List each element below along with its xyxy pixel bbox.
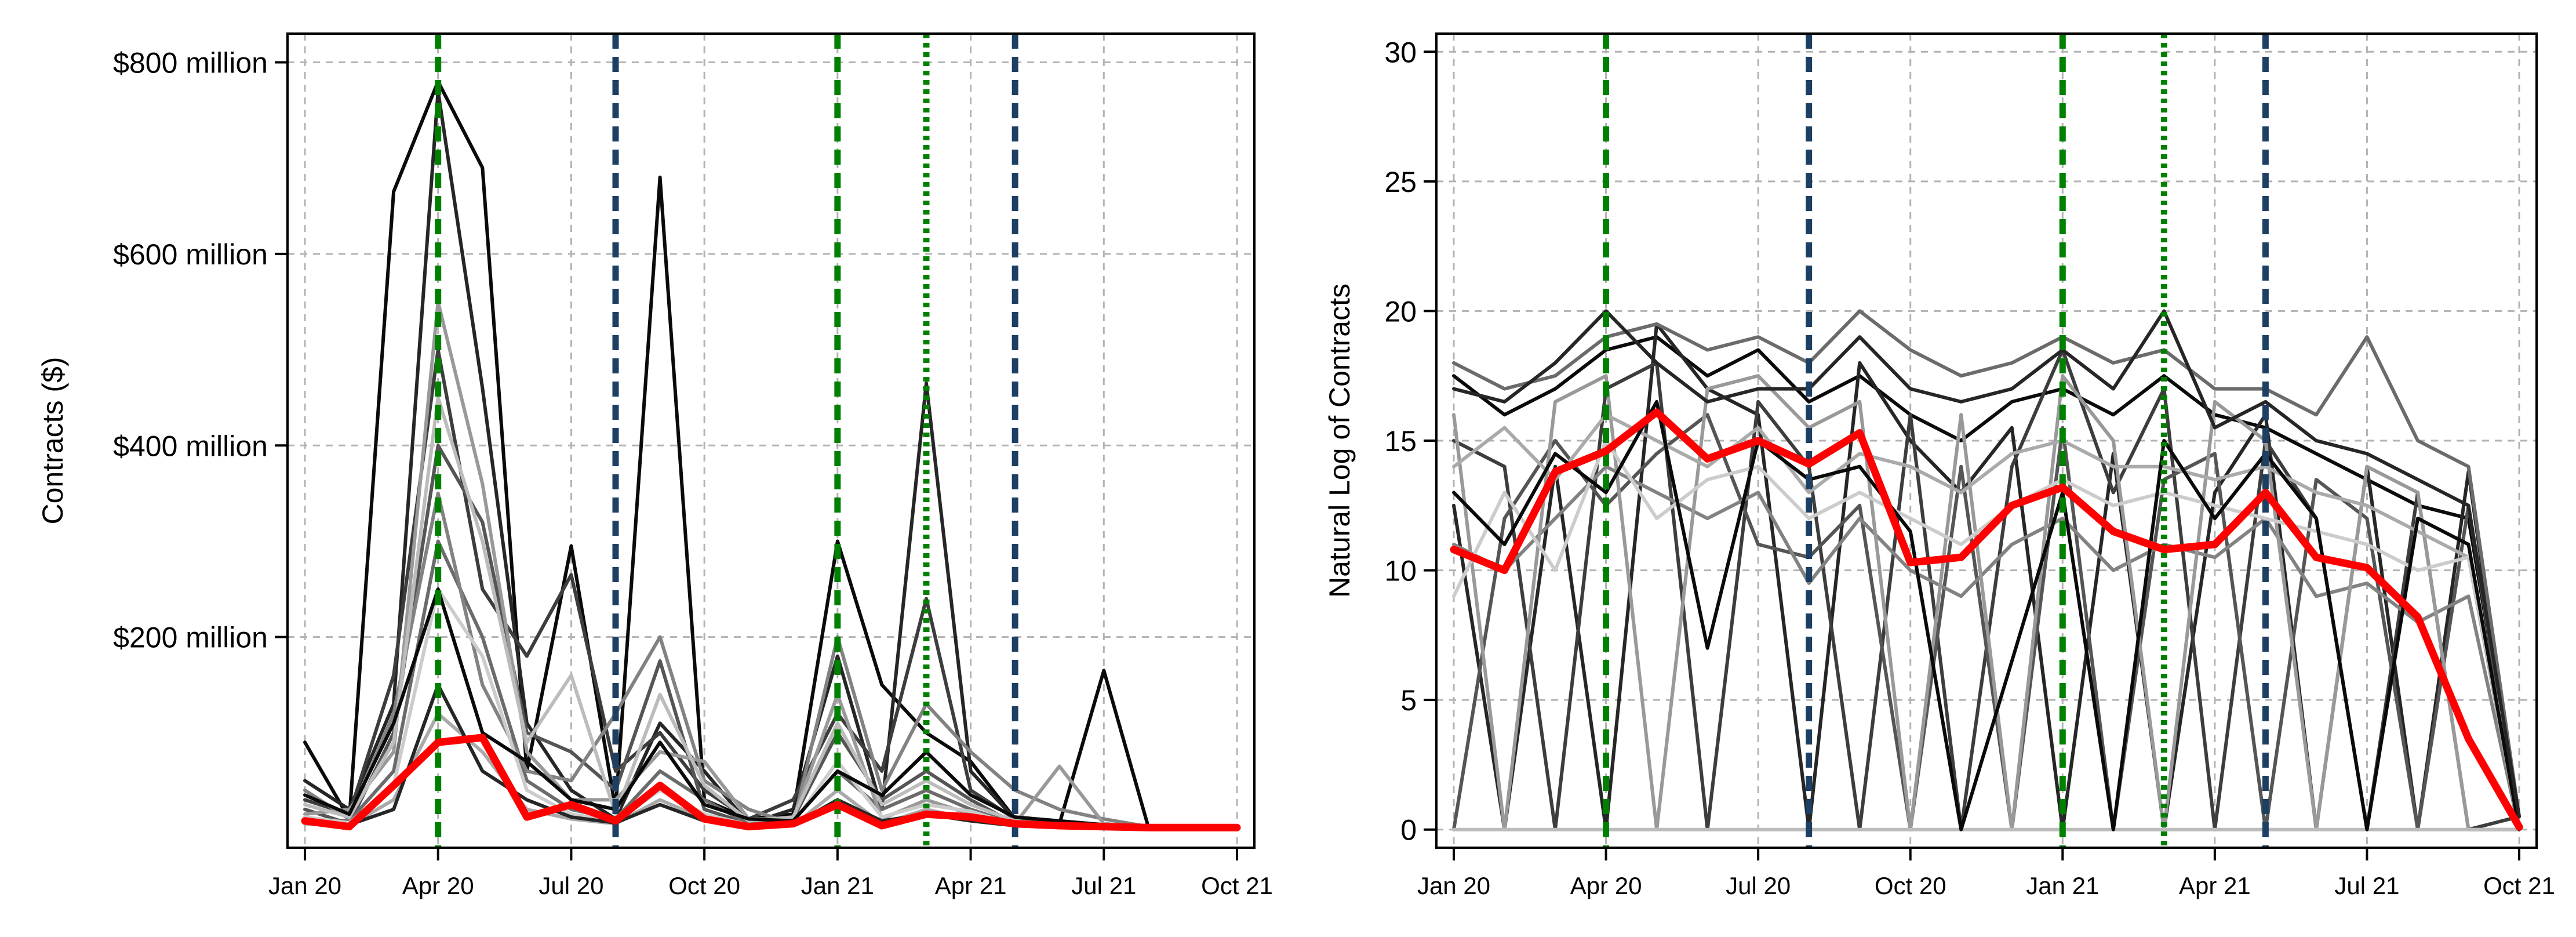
series-line [303,539,1239,830]
highlight-series-line [1450,408,2523,831]
x-tick-label: Oct 21 [2483,872,2555,899]
series-line [303,587,1239,830]
y-tick-label: 15 [1384,425,1417,457]
x-tick-label: Oct 20 [1875,872,1946,899]
y-tick-label: 25 [1384,166,1417,198]
x-tick-label: Jul 21 [2334,872,2399,899]
y-tick-label: $800 million [113,47,268,79]
y-tick-label: 5 [1400,684,1417,717]
y-axis-title: Contracts ($) [37,357,69,525]
x-tick-label: Jan 21 [801,872,874,899]
highlight-series-line [301,733,1241,831]
y-tick-label: 0 [1400,814,1417,847]
x-tick-label: Jul 20 [539,872,603,899]
right-chart-log-contracts: 0 5 10 15 20 25 30 Jan 20 Apr 20 Jul 20 Oct 20 Jan … [1323,32,2555,899]
series-line [1452,309,2521,819]
x-tick-label: Oct 20 [668,872,740,899]
x-tick-label: Jan 20 [268,872,341,899]
x-tick-label: Jan 20 [1417,872,1490,899]
series-line [303,683,1239,830]
series-line [1452,439,2521,819]
plot-frame [286,32,1256,849]
x-tick-label: Apr 20 [1570,872,1642,899]
series-line [1452,400,2521,831]
y-tick-label: $400 million [113,430,268,462]
series-line [1452,309,2521,819]
series-line [1452,335,2521,819]
x-tick-label: Jul 21 [1071,872,1136,899]
y-tick-label: $600 million [113,238,268,271]
y-tick-label: 30 [1384,36,1417,68]
x-tick-label: Jan 21 [2026,872,2099,899]
left-chart-contracts-dollars: $200 million $400 million $600 million $800… [37,32,1273,899]
series-line [1452,374,2521,831]
y-tick-label: 20 [1384,295,1417,328]
x-tick-label: Oct 21 [1201,872,1273,899]
series-line [303,491,1239,830]
series-line [303,587,1239,830]
y-axis-title: Natural Log of Contracts [1323,284,1356,598]
y-tick-label: $200 million [113,622,268,654]
y-tick-label: 10 [1384,555,1417,587]
x-tick-label: Apr 21 [935,872,1007,899]
x-tick-label: Apr 20 [402,872,474,899]
series-line [1452,322,2521,831]
x-tick-label: Jul 20 [1726,872,1791,899]
x-tick-label: Apr 21 [2179,872,2251,899]
